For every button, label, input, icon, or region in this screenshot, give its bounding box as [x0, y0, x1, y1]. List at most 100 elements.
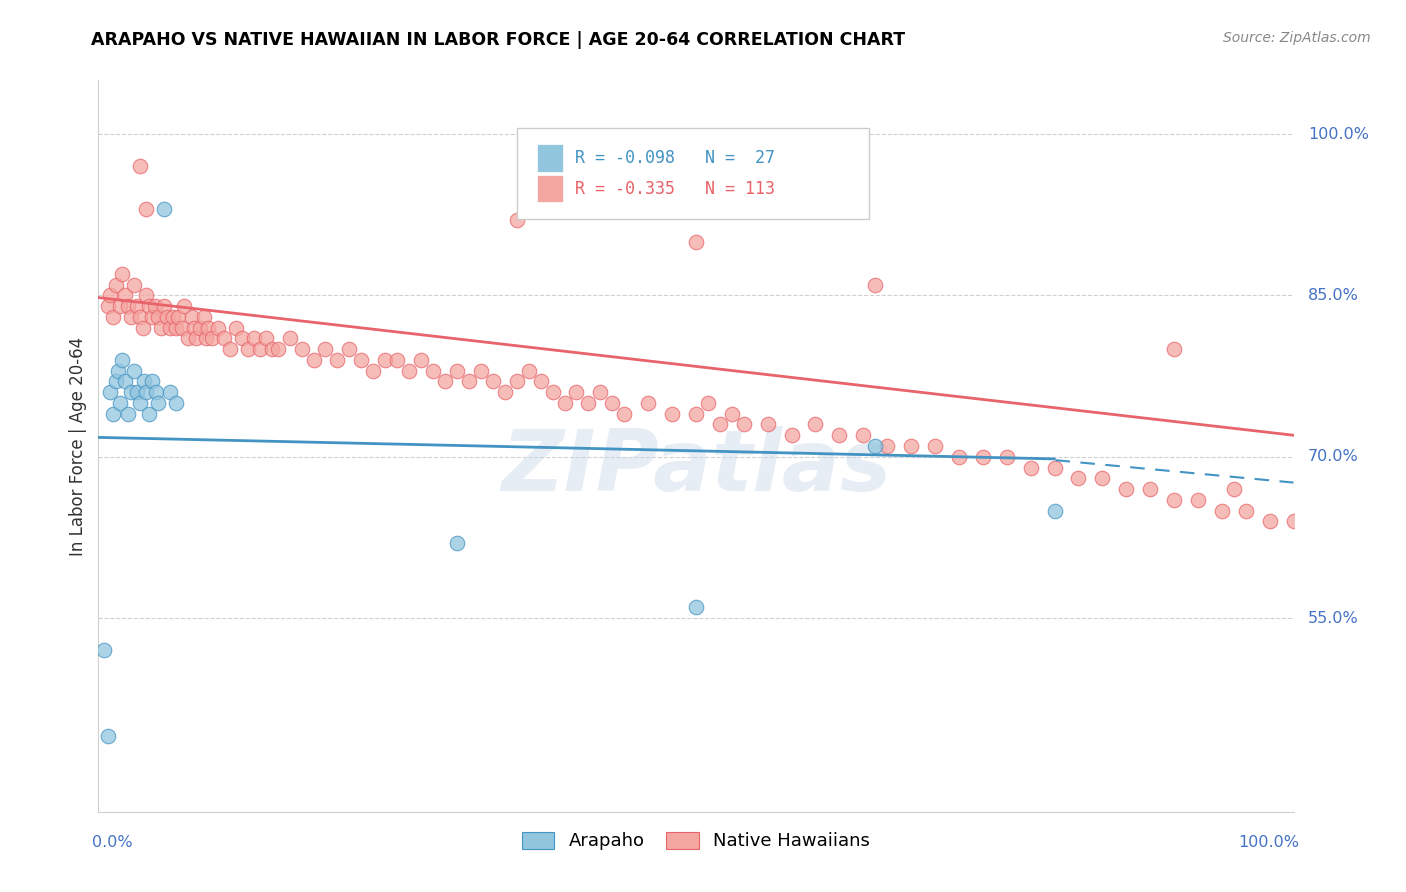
Point [685, 600, 707, 615]
Point [260, 342, 283, 356]
Point [180, 310, 202, 324]
Point [117, 407, 139, 421]
Point [924, 439, 946, 453]
Text: 100.0%: 100.0% [1308, 127, 1369, 142]
Point [661, 407, 683, 421]
Point [125, 299, 148, 313]
Bar [537, 144, 564, 171]
Point [108, 299, 131, 313]
Point [506, 213, 529, 227]
Point [132, 375, 155, 389]
Point [578, 396, 600, 410]
Point [446, 536, 468, 550]
Point [155, 310, 177, 324]
Point [1043, 503, 1066, 517]
Point [195, 331, 218, 345]
Point [129, 396, 152, 410]
Point [125, 385, 148, 400]
Point [326, 353, 349, 368]
Point [225, 320, 247, 334]
Point [219, 342, 242, 356]
Point [101, 310, 124, 324]
Point [865, 439, 887, 453]
Point [756, 417, 779, 432]
Point [350, 353, 373, 368]
Point [141, 310, 163, 324]
Point [243, 331, 266, 345]
Text: 0.0%: 0.0% [93, 835, 134, 850]
Point [780, 428, 803, 442]
Point [685, 235, 707, 249]
Point [374, 353, 396, 368]
Point [129, 310, 152, 324]
Point [494, 385, 516, 400]
Point [363, 364, 385, 378]
Point [162, 310, 184, 324]
Point [165, 320, 187, 334]
Point [972, 450, 994, 464]
Point [131, 320, 153, 334]
Point [124, 277, 146, 292]
Point [900, 439, 922, 453]
Point [197, 320, 219, 334]
Point [554, 396, 576, 410]
Point [506, 375, 529, 389]
Point [1139, 482, 1161, 496]
Point [517, 364, 540, 378]
Point [1211, 503, 1233, 517]
Point [1163, 492, 1185, 507]
Point [135, 385, 157, 400]
Text: 85.0%: 85.0% [1308, 288, 1358, 303]
Point [212, 331, 235, 345]
Point [172, 320, 194, 334]
Point [193, 310, 215, 324]
Point [188, 320, 211, 334]
Point [173, 299, 195, 313]
Point [291, 342, 314, 356]
Point [411, 353, 433, 368]
Point [995, 450, 1018, 464]
Text: ZIPatlas: ZIPatlas [501, 426, 891, 509]
Point [613, 407, 636, 421]
Point [697, 396, 720, 410]
Point [876, 439, 898, 453]
Point [804, 417, 827, 432]
Point [98, 385, 122, 400]
Point [117, 299, 139, 313]
Point [149, 320, 172, 334]
Point [709, 417, 731, 432]
Point [1067, 471, 1090, 485]
Point [1258, 514, 1281, 528]
Point [108, 396, 131, 410]
Point [231, 331, 253, 345]
Point [1282, 514, 1305, 528]
Point [458, 375, 481, 389]
Point [852, 428, 875, 442]
Point [120, 310, 142, 324]
Point [135, 202, 157, 217]
Point [865, 277, 887, 292]
Point [541, 385, 564, 400]
Point [114, 288, 136, 302]
Text: Source: ZipAtlas.com: Source: ZipAtlas.com [1223, 31, 1371, 45]
Point [183, 320, 205, 334]
Point [565, 385, 588, 400]
Point [339, 342, 361, 356]
Point [302, 353, 325, 368]
Point [446, 364, 468, 378]
Point [177, 331, 200, 345]
Point [267, 342, 290, 356]
Y-axis label: In Labor Force | Age 20-64: In Labor Force | Age 20-64 [69, 336, 87, 556]
Point [135, 288, 157, 302]
Point [165, 396, 187, 410]
Point [1234, 503, 1257, 517]
Point [249, 342, 271, 356]
Point [948, 450, 970, 464]
Point [143, 299, 166, 313]
Point [254, 331, 277, 345]
Point [1091, 471, 1114, 485]
Point [637, 396, 659, 410]
Point [111, 353, 134, 368]
Text: R = -0.098   N =  27: R = -0.098 N = 27 [575, 149, 775, 167]
Point [828, 428, 851, 442]
